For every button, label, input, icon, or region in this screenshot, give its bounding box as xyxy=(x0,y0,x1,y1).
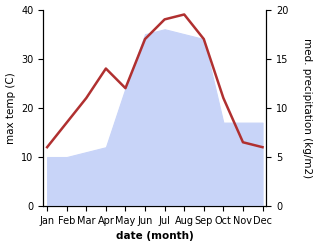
Y-axis label: max temp (C): max temp (C) xyxy=(5,72,16,144)
Y-axis label: med. precipitation (kg/m2): med. precipitation (kg/m2) xyxy=(302,38,313,178)
X-axis label: date (month): date (month) xyxy=(116,231,194,242)
